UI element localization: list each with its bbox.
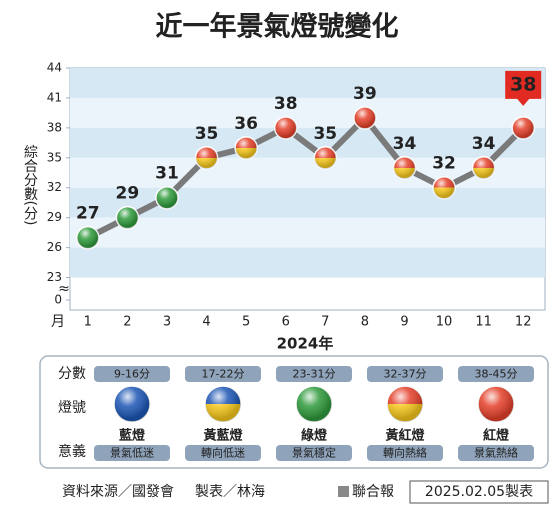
light-range: 38-45分 bbox=[475, 368, 518, 381]
x-tick-label: 1 bbox=[84, 315, 92, 330]
x-axis-label: 月 bbox=[51, 314, 65, 330]
marker bbox=[392, 156, 417, 180]
x-axis-title: 2024年 bbox=[277, 335, 334, 353]
y-tick-label: 44 bbox=[47, 61, 62, 75]
range-pill bbox=[367, 366, 443, 382]
axis-break: ≈ bbox=[58, 281, 70, 297]
x-tick-label: 3 bbox=[163, 315, 171, 330]
range-pill bbox=[276, 366, 352, 382]
legend-row-label: 分數 bbox=[58, 366, 86, 382]
marker bbox=[234, 136, 258, 160]
light-name: 紅燈 bbox=[483, 428, 510, 444]
stripe bbox=[70, 187, 545, 218]
x-tick-label: 2 bbox=[123, 315, 131, 330]
marker bbox=[194, 146, 219, 170]
y-tick-label: 35 bbox=[47, 150, 62, 164]
meaning-pill bbox=[185, 445, 261, 461]
light-meaning: 景氣熱絡 bbox=[474, 446, 518, 460]
light-range: 32-37分 bbox=[384, 368, 427, 381]
date: 2025.02.05製表 bbox=[425, 484, 533, 500]
data-label: 27 bbox=[76, 204, 100, 224]
callout bbox=[505, 70, 542, 106]
light-range: 17-22分 bbox=[202, 368, 245, 381]
marker bbox=[432, 175, 456, 200]
meaning-pill bbox=[458, 445, 534, 461]
y-tick-label: 23 bbox=[47, 270, 62, 284]
data-label: 35 bbox=[313, 124, 337, 144]
x-tick-label: 7 bbox=[321, 315, 329, 330]
y-tick-label: 41 bbox=[47, 90, 62, 104]
marker bbox=[155, 185, 179, 210]
author: 製表／林海 bbox=[195, 484, 265, 500]
marker bbox=[273, 116, 298, 140]
legend-panel bbox=[39, 355, 549, 469]
x-tick-label: 6 bbox=[282, 315, 290, 330]
x-tick-label: 9 bbox=[400, 315, 408, 330]
light-meaning: 景氣穩定 bbox=[292, 446, 336, 460]
meaning-pill bbox=[367, 445, 443, 461]
data-label: 38 bbox=[510, 73, 536, 95]
range-pill bbox=[185, 366, 261, 382]
stripe bbox=[70, 68, 545, 98]
range-pill bbox=[458, 366, 534, 382]
data-label: 34 bbox=[393, 134, 417, 154]
data-label: 39 bbox=[353, 84, 377, 104]
stripe bbox=[70, 97, 545, 128]
y-tick-label: 0 bbox=[54, 293, 62, 307]
light-icon bbox=[204, 385, 242, 423]
meaning-pill bbox=[276, 445, 352, 461]
range-pill bbox=[94, 366, 170, 382]
light-name: 黃紅燈 bbox=[384, 428, 425, 444]
data-label: 31 bbox=[155, 164, 179, 184]
light-icon bbox=[386, 385, 424, 423]
x-tick-label: 4 bbox=[202, 315, 210, 330]
y-tick-label: 38 bbox=[47, 120, 62, 134]
data-label: 36 bbox=[234, 114, 258, 134]
y-axis-label: 綜合分數(分) bbox=[22, 145, 38, 226]
x-tick-label: 12 bbox=[515, 315, 532, 330]
date-box bbox=[409, 480, 549, 504]
light-name: 綠燈 bbox=[301, 428, 328, 444]
light-meaning: 轉向低迷 bbox=[201, 446, 245, 460]
marker bbox=[353, 106, 377, 130]
y-tick-label: 26 bbox=[47, 240, 62, 254]
stripe bbox=[70, 217, 545, 248]
marker bbox=[76, 225, 100, 250]
marker bbox=[511, 116, 535, 140]
x-tick-label: 11 bbox=[475, 315, 492, 330]
marker bbox=[471, 156, 496, 180]
light-range: 9-16分 bbox=[114, 368, 150, 381]
light-range: 23-31分 bbox=[293, 368, 336, 381]
light-icon bbox=[295, 385, 333, 423]
legend-row-label: 燈號 bbox=[58, 400, 86, 416]
light-icon bbox=[477, 385, 515, 423]
data-label: 34 bbox=[472, 134, 496, 154]
light-icon bbox=[113, 385, 151, 423]
paper-icon bbox=[338, 486, 349, 497]
chart-title: 近一年景氣燈號變化 bbox=[156, 11, 399, 43]
y-tick-label: 32 bbox=[47, 180, 62, 194]
source: 資料來源／國發會 bbox=[62, 484, 174, 500]
legend-row-label: 意義 bbox=[58, 443, 86, 460]
light-meaning: 景氣低迷 bbox=[110, 446, 154, 460]
data-label: 38 bbox=[274, 94, 298, 114]
x-tick-label: 8 bbox=[361, 315, 369, 330]
marker bbox=[313, 146, 338, 170]
light-meaning: 轉向熱絡 bbox=[383, 446, 427, 460]
y-tick-label: 29 bbox=[47, 210, 62, 224]
paper: 聯合報 bbox=[352, 484, 394, 500]
stripe bbox=[70, 157, 545, 188]
x-tick-label: 5 bbox=[242, 315, 250, 330]
x-tick-label: 10 bbox=[436, 315, 453, 330]
data-label: 32 bbox=[432, 154, 456, 174]
light-name: 黃藍燈 bbox=[202, 428, 243, 444]
data-label: 35 bbox=[195, 124, 219, 144]
data-label: 29 bbox=[116, 184, 140, 204]
marker bbox=[115, 205, 140, 230]
light-name: 藍燈 bbox=[119, 428, 146, 444]
meaning-pill bbox=[94, 445, 170, 461]
stripe bbox=[70, 247, 545, 278]
